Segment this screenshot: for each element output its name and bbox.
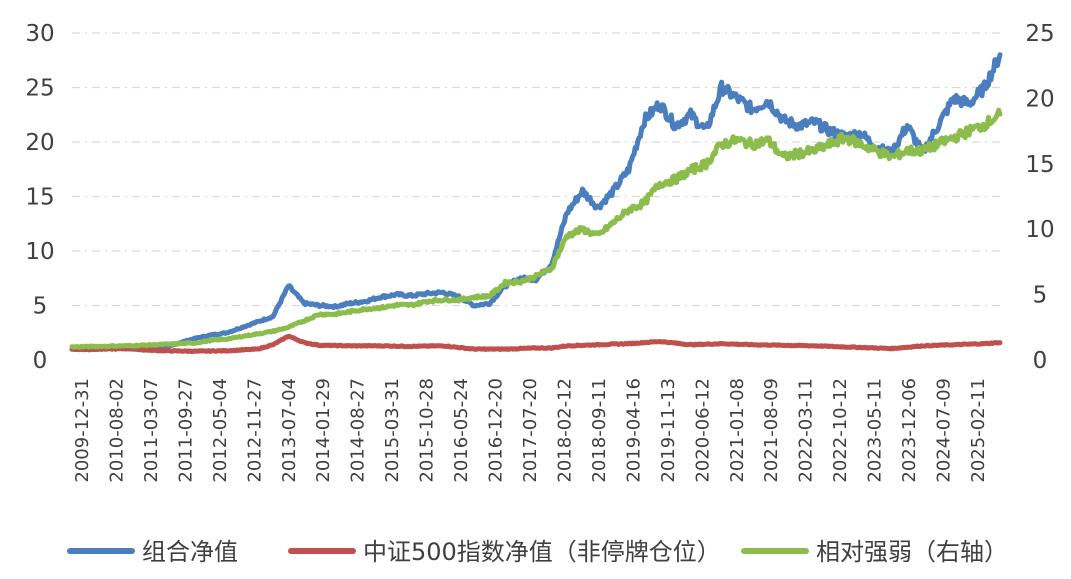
x-tick-label: 2021-01-08 [727,378,748,483]
gridlines [72,32,1000,307]
left-tick-label: 15 [25,185,54,211]
x-tick-label: 2014-08-27 [348,378,369,483]
x-tick-label: 2016-05-24 [451,378,472,483]
x-tick-label: 2024-07-09 [934,378,955,483]
x-tick-label: 2014-01-29 [313,378,334,483]
x-tick-label: 2018-09-11 [589,378,610,483]
x-tick-label: 2022-10-12 [830,378,851,483]
right-tick-label: 0 [1033,348,1048,374]
x-tick-label: 2018-02-12 [554,378,575,483]
x-tick-label: 2009-12-31 [72,378,93,483]
left-tick-label: 25 [25,76,54,102]
legend-label: 组合净值 [142,538,238,566]
x-tick-label: 2010-08-02 [106,378,127,483]
left-tick-label: 20 [25,130,54,156]
series-line [69,333,1003,355]
x-tick-label: 2017-07-20 [520,378,541,483]
legend: 组合净值 中证500指数净值（非停牌仓位） 相对强弱（右轴） [67,538,1008,566]
x-tick-label: 2020-06-12 [692,378,713,483]
x-tick-label: 2012-05-04 [210,378,231,483]
x-tick-label: 2011-03-07 [141,378,162,483]
left-tick-label: 0 [33,348,48,374]
x-tick-label: 2019-04-16 [623,378,644,483]
right-tick-label: 5 [1033,283,1048,309]
x-tick-label: 2022-03-11 [796,378,817,483]
x-tick-label: 2015-03-31 [382,378,403,483]
x-tick-label: 2025-02-11 [968,378,989,483]
series-line [69,107,1003,350]
series-lines [69,52,1003,355]
x-tick-label: 2019-11-13 [658,378,679,483]
right-tick-label: 10 [1025,217,1054,243]
x-tick-label: 2013-07-04 [279,378,300,483]
right-tick-label: 25 [1025,21,1054,47]
x-axis-ticks: 2009-12-31 2010-08-02 2011-03-07 2011-09-27… [72,378,989,483]
left-tick-label: 5 [33,294,48,320]
x-tick-label: 2023-05-11 [865,378,886,483]
x-tick-label: 2021-08-09 [761,378,782,483]
right-tick-label: 15 [1025,152,1054,178]
legend-label: 相对强弱（右轴） [816,538,1008,566]
right-axis-ticks: 0 5 10 15 20 25 [1025,21,1054,374]
x-tick-label: 2012-11-27 [244,378,265,483]
x-tick-label: 2011-09-27 [175,378,196,483]
left-tick-label: 30 [25,21,54,47]
x-tick-label: 2023-12-06 [899,378,920,483]
x-tick-label: 2015-10-28 [417,378,438,483]
right-tick-label: 20 [1025,86,1054,112]
left-tick-label: 10 [25,239,54,265]
left-axis-ticks: 0 5 10 15 20 25 30 [25,21,54,374]
legend-label: 中证500指数净值（非停牌仓位） [363,538,721,566]
x-tick-label: 2016-12-20 [486,378,507,483]
